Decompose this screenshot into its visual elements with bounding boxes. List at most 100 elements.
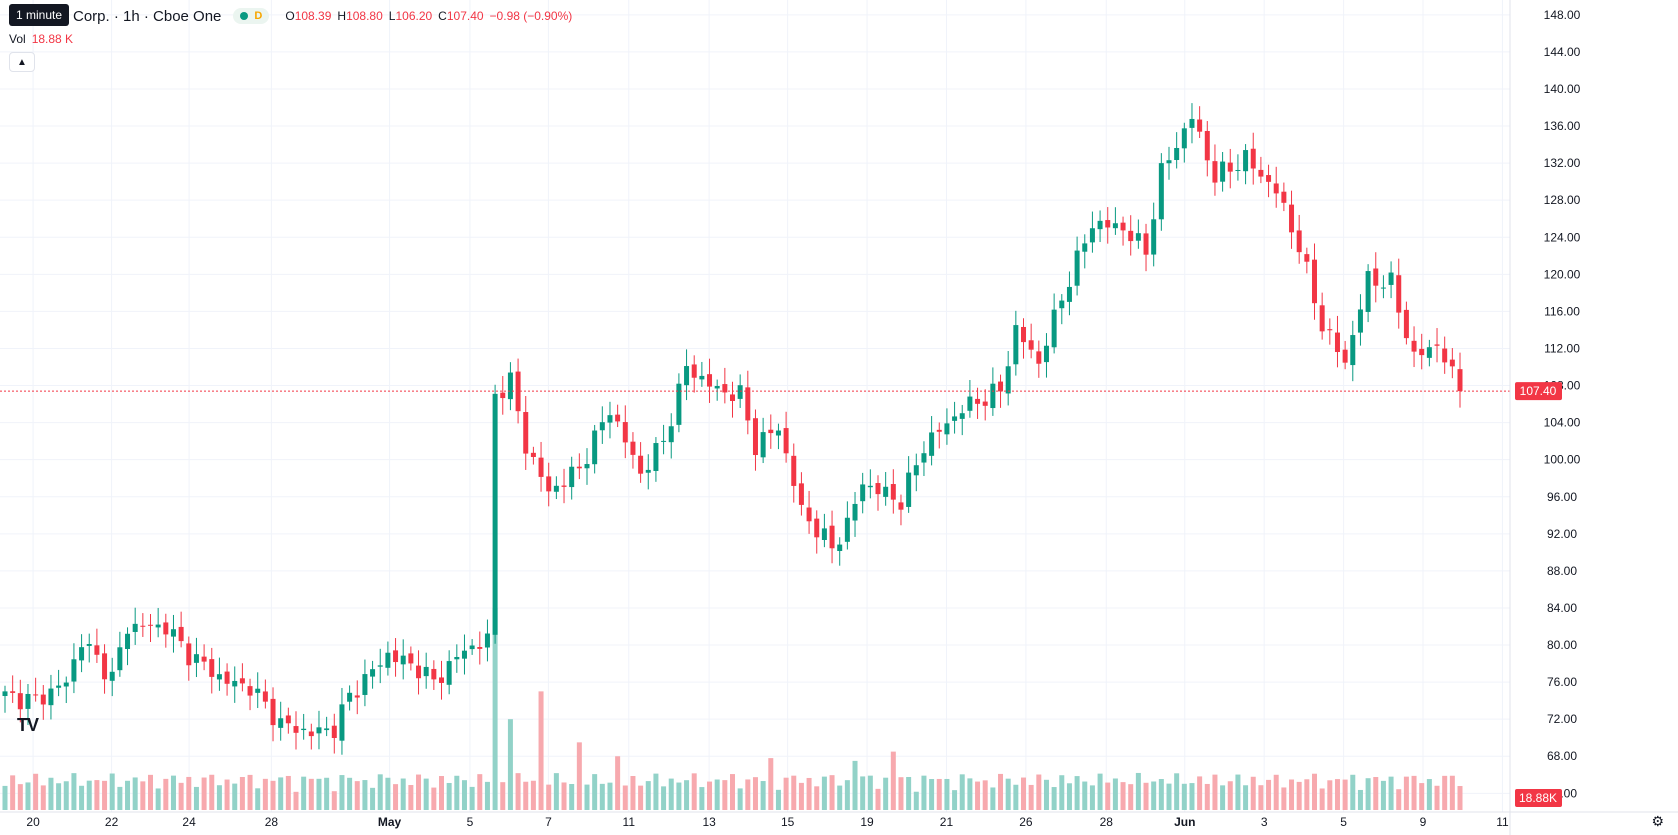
- volume-bar: [1174, 773, 1180, 810]
- candle-body: [117, 647, 123, 671]
- volume-bar: [1243, 785, 1249, 810]
- volume-bar: [714, 779, 720, 810]
- candle-body: [1235, 169, 1241, 171]
- price-tick-label: 144.00: [1544, 45, 1581, 59]
- volume-bar: [615, 756, 621, 810]
- candle-body: [890, 484, 896, 500]
- candle-body: [867, 485, 873, 488]
- candle-body: [1289, 204, 1295, 233]
- candle-body: [737, 385, 743, 399]
- volume-bar: [936, 778, 942, 810]
- candle-body: [1312, 259, 1317, 304]
- candle-body: [1089, 228, 1095, 243]
- volume-bar: [798, 782, 804, 810]
- volume-bar: [293, 791, 299, 810]
- volume-bar: [1220, 785, 1226, 810]
- candle-body: [1051, 309, 1057, 348]
- volume-bar: [79, 785, 85, 810]
- volume-bar: [239, 776, 245, 810]
- candle-body: [783, 428, 789, 454]
- candle-body: [362, 674, 368, 695]
- high-value: 108.80: [346, 9, 383, 23]
- settings-gear-icon[interactable]: ⚙: [1651, 813, 1664, 829]
- candle-body: [515, 371, 521, 412]
- volume-bar: [607, 782, 613, 810]
- market-status-badge[interactable]: D: [233, 8, 270, 24]
- volume-bar: [998, 773, 1004, 810]
- volume-bar: [1120, 782, 1126, 810]
- candle-body: [1449, 359, 1455, 367]
- volume-bar: [1357, 789, 1363, 810]
- time-tick-label: 26: [1019, 815, 1033, 829]
- candle-body: [1212, 161, 1218, 183]
- volume-bar: [867, 775, 873, 810]
- volume-bar: [155, 788, 161, 810]
- volume-bar: [148, 774, 153, 810]
- candle-body: [232, 680, 238, 687]
- volume-bar: [2, 785, 8, 810]
- candle-body: [10, 691, 16, 693]
- candle-body: [546, 476, 552, 492]
- volume-axis-label: 18.88K: [1519, 791, 1557, 805]
- candle-body: [645, 469, 651, 473]
- candle-body: [270, 698, 276, 726]
- candle-body: [370, 669, 376, 677]
- volume-bar: [500, 782, 506, 810]
- candle-body: [584, 464, 590, 469]
- volume-bar: [117, 786, 123, 810]
- volume-bar: [125, 780, 131, 810]
- volume-bar: [86, 780, 92, 810]
- volume-bar: [393, 784, 399, 810]
- candle-body: [484, 633, 490, 648]
- candle-body: [775, 430, 781, 436]
- candle-body: [1273, 183, 1279, 194]
- volume-bar: [1250, 776, 1256, 810]
- candlesticks: [2, 103, 1463, 755]
- candle-body: [998, 381, 1004, 392]
- candle-body: [1074, 250, 1080, 286]
- volume-bar: [1319, 788, 1325, 810]
- candle-body: [1296, 230, 1302, 253]
- volume-label: Vol: [9, 32, 26, 46]
- candle-body: [461, 650, 467, 659]
- volume-bar: [553, 773, 559, 810]
- candle-body: [1327, 329, 1333, 331]
- volume-bar: [768, 758, 774, 810]
- candle-body: [86, 644, 92, 646]
- price-tick-label: 96.00: [1547, 490, 1577, 504]
- volume-bar: [1419, 783, 1425, 810]
- candle-body: [393, 650, 399, 663]
- candle-body: [1419, 348, 1425, 356]
- candle-body: [1380, 287, 1386, 289]
- candle-body: [814, 518, 820, 538]
- candle-body: [102, 653, 108, 680]
- volume-bar: [285, 775, 291, 810]
- price-tick-label: 100.00: [1544, 453, 1581, 467]
- volume-bar: [40, 785, 46, 810]
- volume-bar: [1396, 789, 1402, 810]
- volume-bar: [1166, 783, 1172, 810]
- candle-body: [622, 422, 628, 443]
- candle-body: [1135, 233, 1141, 241]
- price-tick-label: 104.00: [1544, 416, 1581, 430]
- volume-bar: [339, 775, 345, 810]
- symbol-title[interactable]: Corp. · 1h · Cboe One: [73, 7, 222, 25]
- candle-body: [446, 661, 452, 685]
- candle-body: [1258, 169, 1264, 177]
- candle-body: [170, 629, 176, 637]
- candle-body: [308, 731, 314, 737]
- candle-body: [1189, 118, 1195, 128]
- collapse-legend-button[interactable]: ▲: [9, 52, 35, 72]
- candle-body: [224, 671, 230, 684]
- volume-bar: [1151, 781, 1157, 810]
- candle-body: [684, 366, 690, 386]
- tradingview-logo-icon[interactable]: TV: [17, 715, 39, 735]
- candle-body: [913, 465, 919, 476]
- candle-body: [1097, 220, 1103, 230]
- volume-bar: [301, 776, 307, 810]
- price-tick-label: 132.00: [1544, 156, 1581, 170]
- candle-body: [507, 372, 513, 400]
- price-tick-label: 116.00: [1544, 304, 1580, 318]
- volume-bar: [132, 777, 138, 810]
